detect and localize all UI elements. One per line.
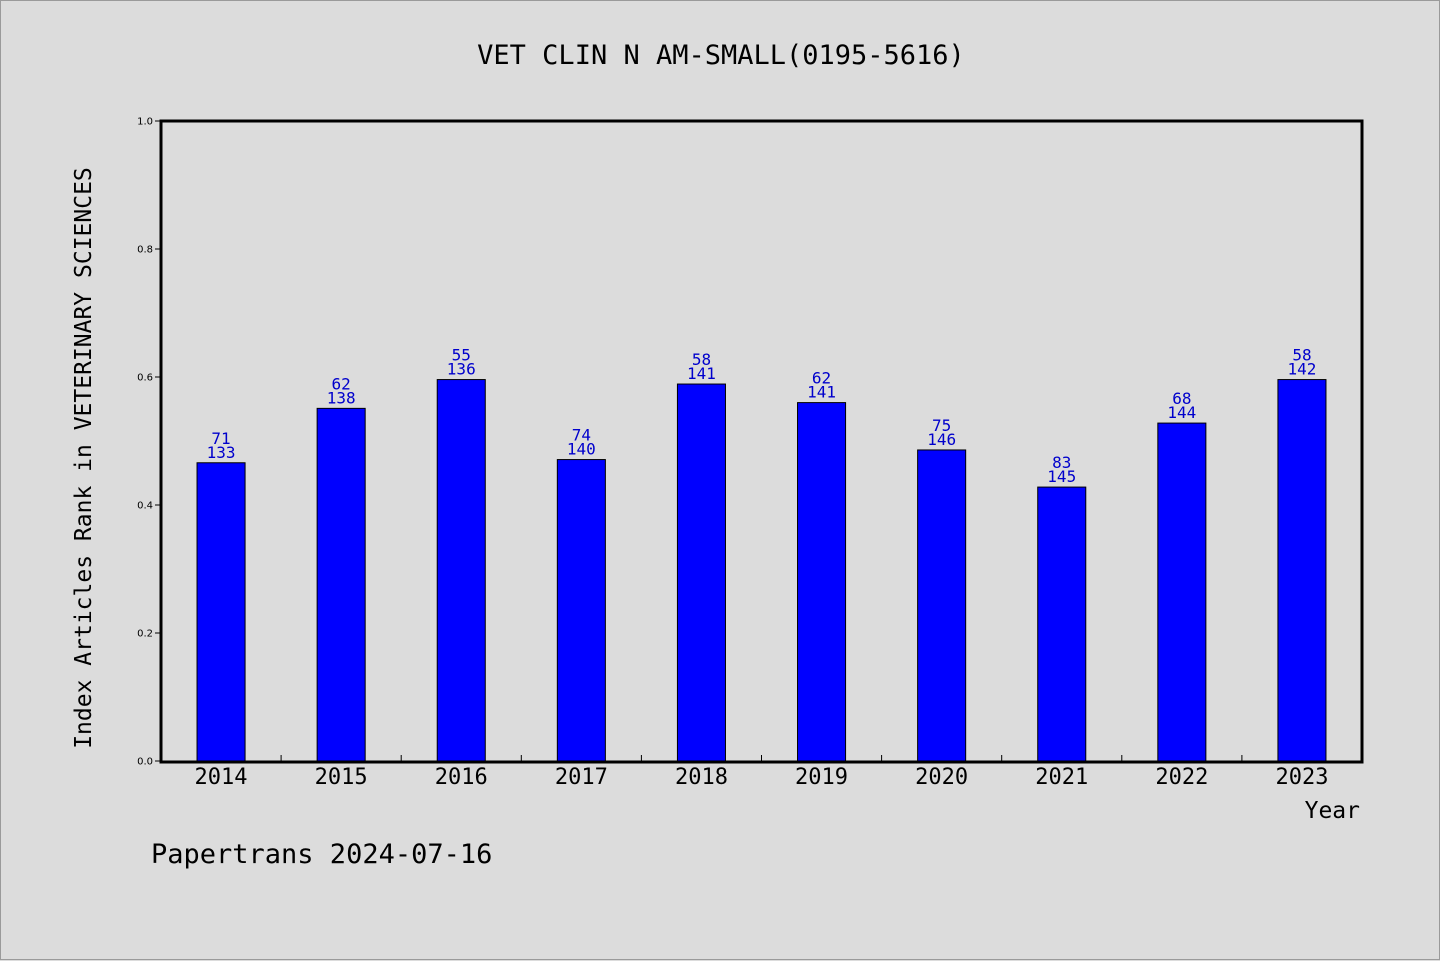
bar-rank-label: 75 (932, 416, 951, 435)
bar-total-label: 136 (447, 360, 476, 379)
bar-rank-label: 58 (692, 350, 711, 369)
bar-total-label: 146 (927, 430, 956, 449)
y-tick-label: 0.4 (137, 501, 153, 512)
bar (1277, 379, 1327, 762)
bar-total-label: 145 (1047, 467, 1076, 486)
x-tick-label: 2014 (195, 765, 248, 790)
x-tick-label: 2016 (435, 765, 488, 790)
bar-rank-label: 71 (211, 429, 230, 448)
chart-title: VET CLIN N AM-SMALL(0195-5616) (477, 40, 965, 71)
bar-rank-label: 55 (452, 346, 471, 365)
bar (676, 383, 726, 762)
bar-total-label: 141 (687, 364, 716, 383)
bar-total-label: 138 (327, 388, 356, 407)
bar-total-label: 140 (567, 440, 596, 459)
y-tick-label: 0.0 (137, 757, 153, 768)
bar-rank-label: 83 (1052, 453, 1071, 472)
bar (1037, 486, 1087, 762)
bar-total-label: 142 (1287, 360, 1316, 379)
x-tick-label: 2023 (1275, 765, 1328, 790)
bar-rank-label: 74 (572, 426, 591, 445)
footer-text: Papertrans 2024-07-16 (151, 839, 492, 870)
bars-layer (196, 379, 1327, 762)
bar (436, 379, 486, 762)
x-tick-label: 2021 (1035, 765, 1088, 790)
bar (316, 407, 366, 762)
x-tick-label: 2018 (675, 765, 728, 790)
bar-rank-label: 68 (1172, 389, 1191, 408)
plot-area-border (159, 119, 1364, 764)
bar (1157, 422, 1207, 762)
y-tick-label: 1.0 (137, 117, 153, 128)
bar (196, 462, 246, 762)
y-tick-label: 0.2 (137, 629, 153, 640)
bar-total-label: 141 (807, 383, 836, 402)
y-axis-label: Index Articles Rank in VETERINARY SCIENC… (71, 167, 97, 749)
x-tick-label: 2015 (315, 765, 368, 790)
bar-rank-label: 62 (332, 374, 351, 393)
y-tick-label: 0.8 (137, 245, 153, 256)
bar-rank-label: 58 (1292, 346, 1311, 365)
x-tick-label: 2019 (795, 765, 848, 790)
x-tick-label: 2022 (1155, 765, 1208, 790)
ticks-layer: 0.0 0.2 0.4 0.6 0.8 1.0 2014 2015 2016 2017 2018 20… (137, 117, 1328, 791)
bar-rank-label: 62 (812, 369, 831, 388)
bar-total-label: 144 (1167, 403, 1196, 422)
bar-total-label: 133 (207, 443, 236, 462)
x-tick-label: 2020 (915, 765, 968, 790)
y-tick-label: 0.6 (137, 373, 153, 384)
x-axis-label: Year (1305, 798, 1360, 824)
bar (797, 402, 847, 762)
x-tick-label: 2017 (555, 765, 608, 790)
bar (917, 449, 967, 762)
bar (556, 459, 606, 762)
